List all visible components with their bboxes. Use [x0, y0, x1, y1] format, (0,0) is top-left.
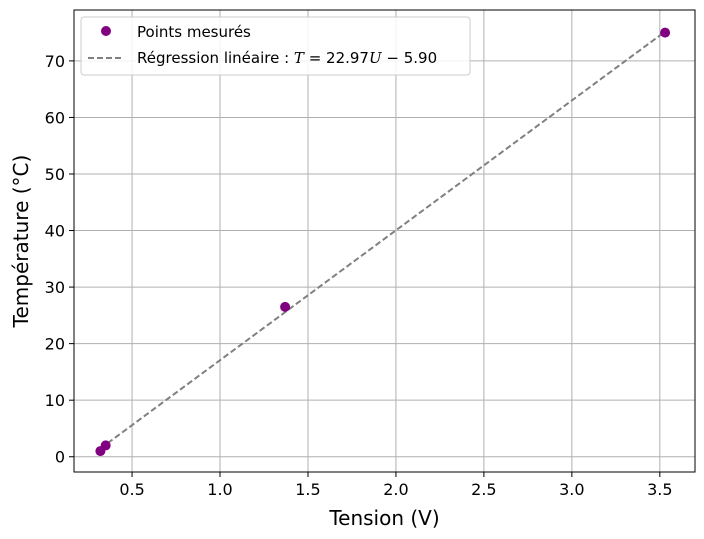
y-tick-label: 0 — [55, 448, 65, 467]
series-layer — [95, 27, 671, 457]
y-tick-label: 50 — [45, 165, 65, 184]
y-tick-label: 70 — [45, 52, 65, 71]
data-point — [660, 27, 671, 38]
legend-marker-points — [101, 26, 111, 36]
y-tick-label: 20 — [45, 335, 65, 354]
x-tick-label: 2.5 — [471, 480, 496, 499]
x-tick-label: 0.5 — [119, 480, 144, 499]
y-tick-label: 10 — [45, 391, 65, 410]
x-tick-label: 1.5 — [295, 480, 320, 499]
y-tick-label: 30 — [45, 278, 65, 297]
x-tick-label: 2.0 — [383, 480, 408, 499]
x-tick-label: 3.5 — [647, 480, 672, 499]
x-axis-label: Tension (V) — [328, 506, 439, 530]
legend-formula-equals: = 22.97 — [304, 49, 369, 67]
legend-formula-var-t: T — [294, 49, 305, 67]
legend-formula-var-u: U — [369, 49, 383, 67]
legend-formula-rest: − 5.90 — [382, 49, 438, 67]
legend: Points mesurés Régression linéaire : T =… — [80, 16, 471, 76]
legend-label-regression: Régression linéaire : T = 22.97U − 5.90 — [137, 49, 437, 67]
x-tick-label: 1.0 — [207, 480, 232, 499]
y-tick-label: 60 — [45, 108, 65, 127]
legend-box — [80, 16, 471, 76]
grid — [74, 10, 695, 472]
y-tick-label: 40 — [45, 222, 65, 241]
plot-frame — [73, 9, 696, 473]
y-axis-label: Température (°C) — [9, 155, 33, 329]
legend-label-points: Points mesurés — [137, 23, 251, 41]
ticks: 0.5 1.0 1.5 2.0 2.5 3.0 3.5 0 10 20 30 40 50 60 70 — [45, 52, 673, 499]
data-point — [100, 440, 111, 451]
data-point — [280, 301, 291, 312]
legend-label-regression-prefix: Régression linéaire : — [137, 49, 294, 67]
x-tick-label: 3.0 — [559, 480, 584, 499]
